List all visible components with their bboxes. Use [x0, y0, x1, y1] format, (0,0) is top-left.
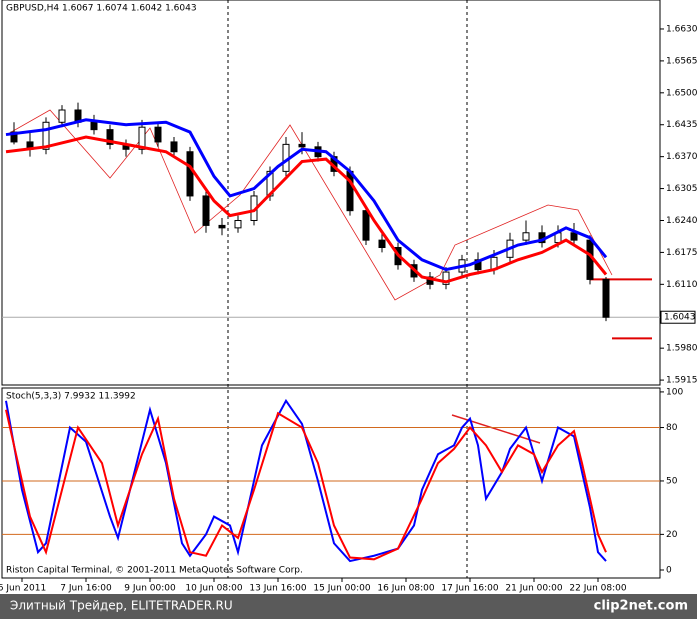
x-tick-label: 16 Jun 08:00 — [377, 584, 434, 594]
candle-body — [522, 232, 530, 241]
candle-body — [474, 259, 482, 271]
candle-body — [58, 109, 66, 123]
y-tick-label: 1.6175 — [666, 248, 697, 258]
x-tick-label: 13 Jun 16:00 — [249, 584, 306, 594]
indicator-line — [5, 398, 607, 563]
x-tick-label: 17 Jun 16:00 — [441, 584, 498, 594]
indicator-line — [5, 118, 608, 272]
y-tick-label: 1.6305 — [666, 184, 697, 194]
candle-body — [202, 195, 210, 226]
x-tick-label: 21 Jun 00:00 — [505, 584, 562, 594]
y-tick-label: 1.5980 — [666, 344, 697, 354]
y-tick-label: 1.6630 — [666, 24, 697, 34]
y-tick-label: 100 — [666, 387, 683, 397]
copyright: Riston Capital Terminal, © 2001-2011 Met… — [6, 566, 303, 576]
footer-bar — [0, 594, 697, 619]
price-panel — [1, 0, 661, 386]
x-tick-label: 7 Jun 16:00 — [60, 584, 112, 594]
candle-body — [90, 121, 98, 131]
zigzag — [5, 109, 613, 301]
y-tick-label: 1.6240 — [666, 216, 697, 226]
x-tick-label: 9 Jun 00:00 — [124, 584, 176, 594]
candle-body — [298, 143, 306, 148]
y-tick-label: 20 — [666, 530, 678, 540]
candle-body — [570, 232, 578, 241]
indicator-line — [5, 409, 607, 561]
footer-right[interactable]: clip2net.com — [594, 599, 688, 614]
y-tick-label: 50 — [666, 476, 678, 486]
candle-body — [106, 129, 114, 145]
candle-body — [170, 141, 178, 153]
chart-title: GBPUSD,H4 1.6067 1.6074 1.6042 1.6043 — [6, 4, 197, 14]
candle-body — [442, 271, 450, 285]
y-tick-label: 1.6500 — [666, 88, 697, 98]
footer-left: Элитный Трейдер, ELITETRADER.RU — [10, 599, 233, 613]
candle-body — [378, 239, 386, 248]
trend-line — [451, 414, 541, 444]
candle-body — [602, 278, 610, 318]
candle-body — [234, 219, 242, 229]
y-tick-label: 1.6370 — [666, 152, 697, 162]
candle-body — [154, 126, 162, 143]
x-tick-label: 22 Jun 08:00 — [569, 584, 626, 594]
y-tick-label: 1.6435 — [666, 120, 697, 130]
y-tick-label: 1.5915 — [666, 376, 697, 386]
stoch-panel — [1, 387, 661, 579]
x-tick-label: 15 Jun 00:00 — [313, 584, 370, 594]
candle-body — [186, 151, 194, 197]
x-tick-label: 6 Jun 2011 — [0, 584, 46, 594]
y-tick-label: 80 — [666, 423, 678, 433]
candle-body — [138, 126, 146, 150]
y-tick-label: 1.6565 — [666, 56, 697, 66]
last-price-box — [660, 310, 696, 324]
candle-body — [218, 224, 226, 229]
candle-body — [362, 210, 370, 241]
y-tick-label: 0 — [666, 565, 672, 575]
x-tick-label: 10 Jun 08:00 — [185, 584, 242, 594]
candle-body — [42, 121, 50, 150]
indicator-line — [5, 135, 608, 284]
y-tick-label: 1.6110 — [666, 280, 697, 290]
last-price-label: 1.6043 — [664, 313, 696, 323]
indicator-title: Stoch(5,3,3) 7.9932 11.3992 — [6, 392, 136, 402]
